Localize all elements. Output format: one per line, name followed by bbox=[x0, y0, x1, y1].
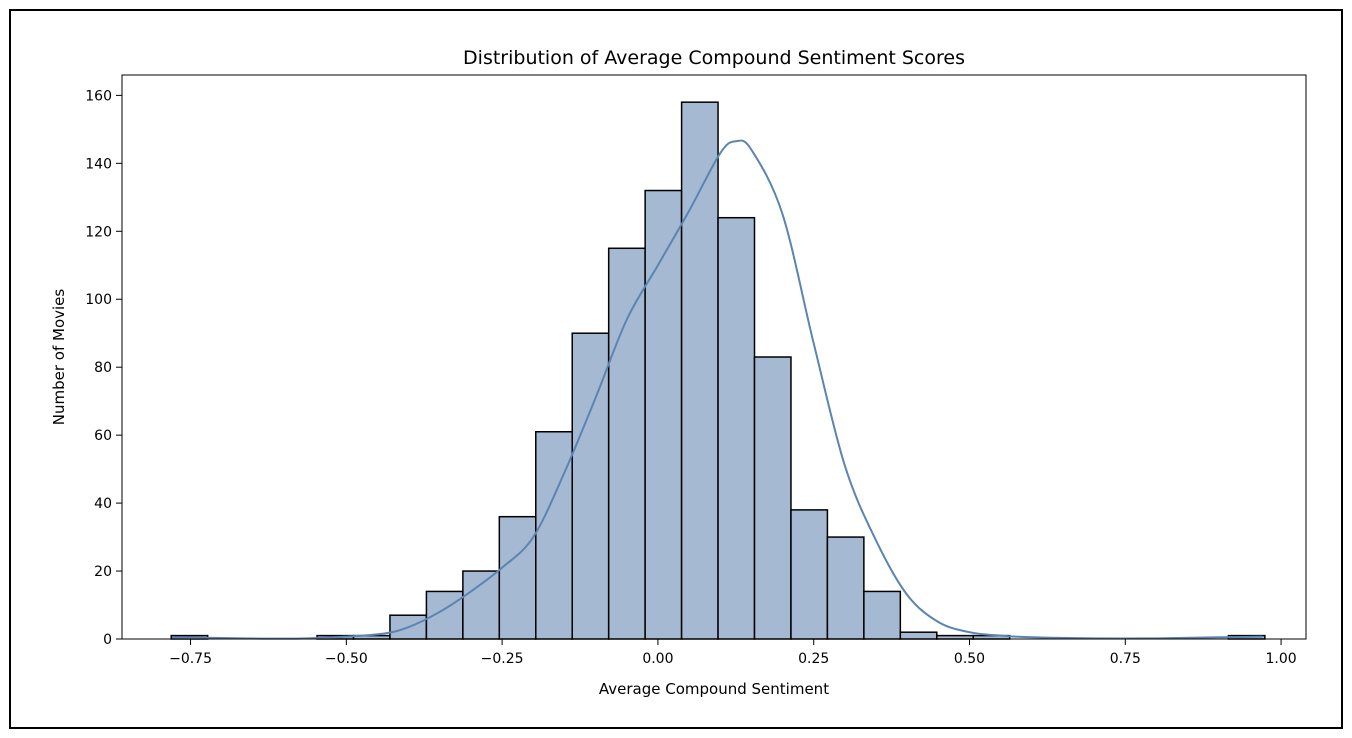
y-tick-label: 120 bbox=[85, 224, 112, 240]
histogram-bar bbox=[535, 430, 573, 640]
x-tick-label: 0.00 bbox=[642, 651, 673, 667]
x-tick-label: −0.25 bbox=[481, 651, 524, 667]
y-axis-ticks: 0 20 40 60 80 100 120 140 160 bbox=[85, 88, 122, 648]
x-axis-label: Average Compound Sentiment bbox=[599, 680, 829, 698]
histogram-bar bbox=[717, 216, 756, 640]
y-tick-label: 100 bbox=[85, 292, 112, 308]
kde-curve bbox=[171, 139, 1263, 640]
x-axis-ticks: −0.75 −0.50 −0.25 0.00 0.25 0.50 0.75 1.00 bbox=[169, 639, 1297, 667]
histogram-bar bbox=[753, 356, 792, 640]
histogram-bar bbox=[498, 515, 537, 640]
histogram-bar bbox=[607, 247, 646, 640]
x-tick-label: −0.50 bbox=[325, 651, 368, 667]
histogram-bar bbox=[790, 509, 829, 640]
x-tick-label: 0.50 bbox=[954, 651, 985, 667]
y-tick-label: 60 bbox=[94, 428, 112, 444]
y-tick-label: 160 bbox=[85, 88, 112, 104]
y-tick-label: 80 bbox=[94, 360, 112, 376]
histogram-bar bbox=[680, 101, 719, 640]
chart-title: Distribution of Average Compound Sentime… bbox=[463, 47, 965, 69]
x-tick-label: −0.75 bbox=[169, 651, 212, 667]
x-tick-label: 1.00 bbox=[1265, 651, 1296, 667]
histogram-bar bbox=[936, 634, 974, 640]
y-tick-label: 40 bbox=[94, 496, 112, 512]
histogram-bar bbox=[462, 570, 501, 640]
histogram-bar bbox=[899, 631, 938, 640]
y-axis-label: Number of Movies bbox=[50, 289, 68, 426]
histogram-bar bbox=[863, 590, 902, 640]
y-tick-label: 0 bbox=[103, 632, 112, 648]
x-tick-label: 0.25 bbox=[798, 651, 829, 667]
y-tick-label: 140 bbox=[85, 156, 112, 172]
bars-group bbox=[170, 101, 1266, 640]
plot-area-border bbox=[121, 74, 1307, 640]
x-tick-label: 0.75 bbox=[1110, 651, 1141, 667]
y-tick-label: 20 bbox=[94, 564, 112, 580]
histogram-bar bbox=[826, 536, 865, 640]
